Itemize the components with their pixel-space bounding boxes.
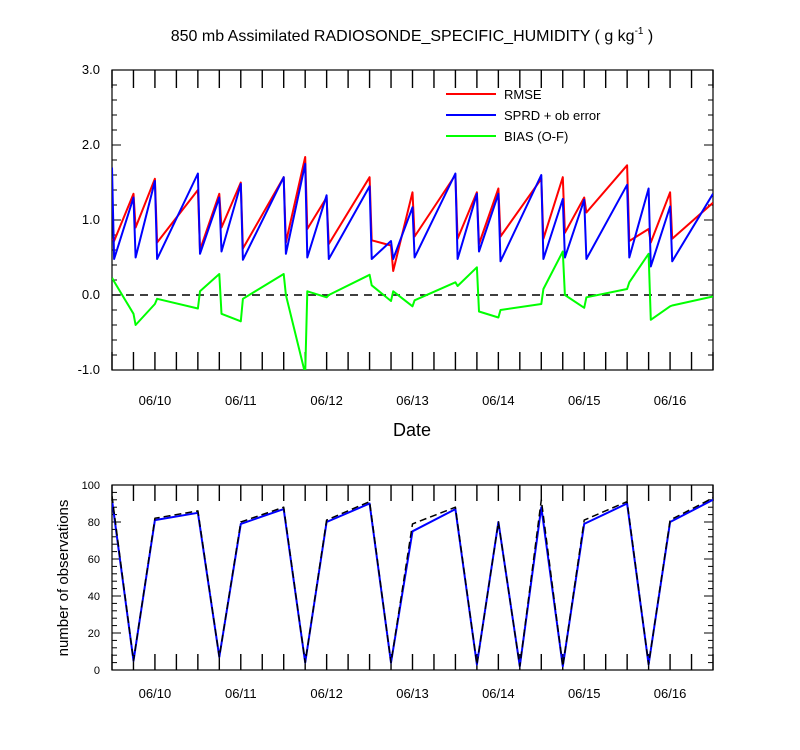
chart-title-main: 850 mb Assimilated RADIOSONDE_SPECIFIC_H… <box>171 28 635 45</box>
x-tick-label-1-0: 06/10 <box>139 686 172 701</box>
y-axis-label-observations: number of observations <box>55 500 72 657</box>
legend-label-2: BIAS (O-F) <box>504 129 568 144</box>
x-tick-label-0-3: 06/13 <box>396 393 429 408</box>
bottom-plot: 0 20 40 60 80 100 06/10 06/11 06/12 06/13 06/14 06/… <box>82 480 714 701</box>
x-tick-label-1-3: 06/13 <box>396 686 429 701</box>
y-tick-label-1-3: 60 <box>88 554 100 566</box>
x-tick-label-0-0: 06/10 <box>139 393 172 408</box>
x-tick-label-0-5: 06/15 <box>568 393 601 408</box>
y-tick-label-1-1: 20 <box>88 628 100 640</box>
y-tick-label-0-2: 1.0 <box>82 212 100 227</box>
series-line-1-1 <box>112 496 713 668</box>
x-tick-label-1-6: 06/16 <box>654 686 687 701</box>
y-tick-label-0-4: 3.0 <box>82 62 100 77</box>
x-tick-label-1-5: 06/15 <box>568 686 601 701</box>
x-tick-label-1-1: 06/11 <box>225 686 257 701</box>
chart-title-suffix: ) <box>643 28 653 45</box>
chart-title: 850 mb Assimilated RADIOSONDE_SPECIFIC_H… <box>171 26 654 45</box>
legend-label-1: SPRD + ob error <box>504 108 601 123</box>
y-tick-label-1-2: 40 <box>88 591 100 603</box>
y-tick-label-1-5: 100 <box>82 480 100 492</box>
plot-frame-1 <box>111 484 714 671</box>
series-line-0-2 <box>112 250 713 370</box>
y-tick-label-0-1: 0.0 <box>82 287 100 302</box>
chart-title-superscript: -1 <box>635 26 644 37</box>
y-tick-label-1-0: 0 <box>94 665 100 677</box>
x-tick-label-1-4: 06/14 <box>482 686 515 701</box>
series-line-0-1 <box>112 162 713 268</box>
y-tick-label-0-3: 2.0 <box>82 137 100 152</box>
legend-label-0: RMSE <box>504 87 542 102</box>
x-tick-label-0-4: 06/14 <box>482 393 515 408</box>
y-tick-label-0-0: -1.0 <box>78 362 100 377</box>
x-tick-label-0-1: 06/11 <box>225 393 257 408</box>
top-plot: -1.0 0.0 1.0 2.0 3.0 06/10 06/11 06/12 06/13 06/1… <box>78 62 714 408</box>
x-tick-label-0-2: 06/12 <box>310 393 343 408</box>
y-tick-label-1-4: 80 <box>88 517 100 529</box>
x-tick-label-0-6: 06/16 <box>654 393 687 408</box>
x-tick-label-1-2: 06/12 <box>310 686 343 701</box>
x-axis-label: Date <box>393 420 431 440</box>
